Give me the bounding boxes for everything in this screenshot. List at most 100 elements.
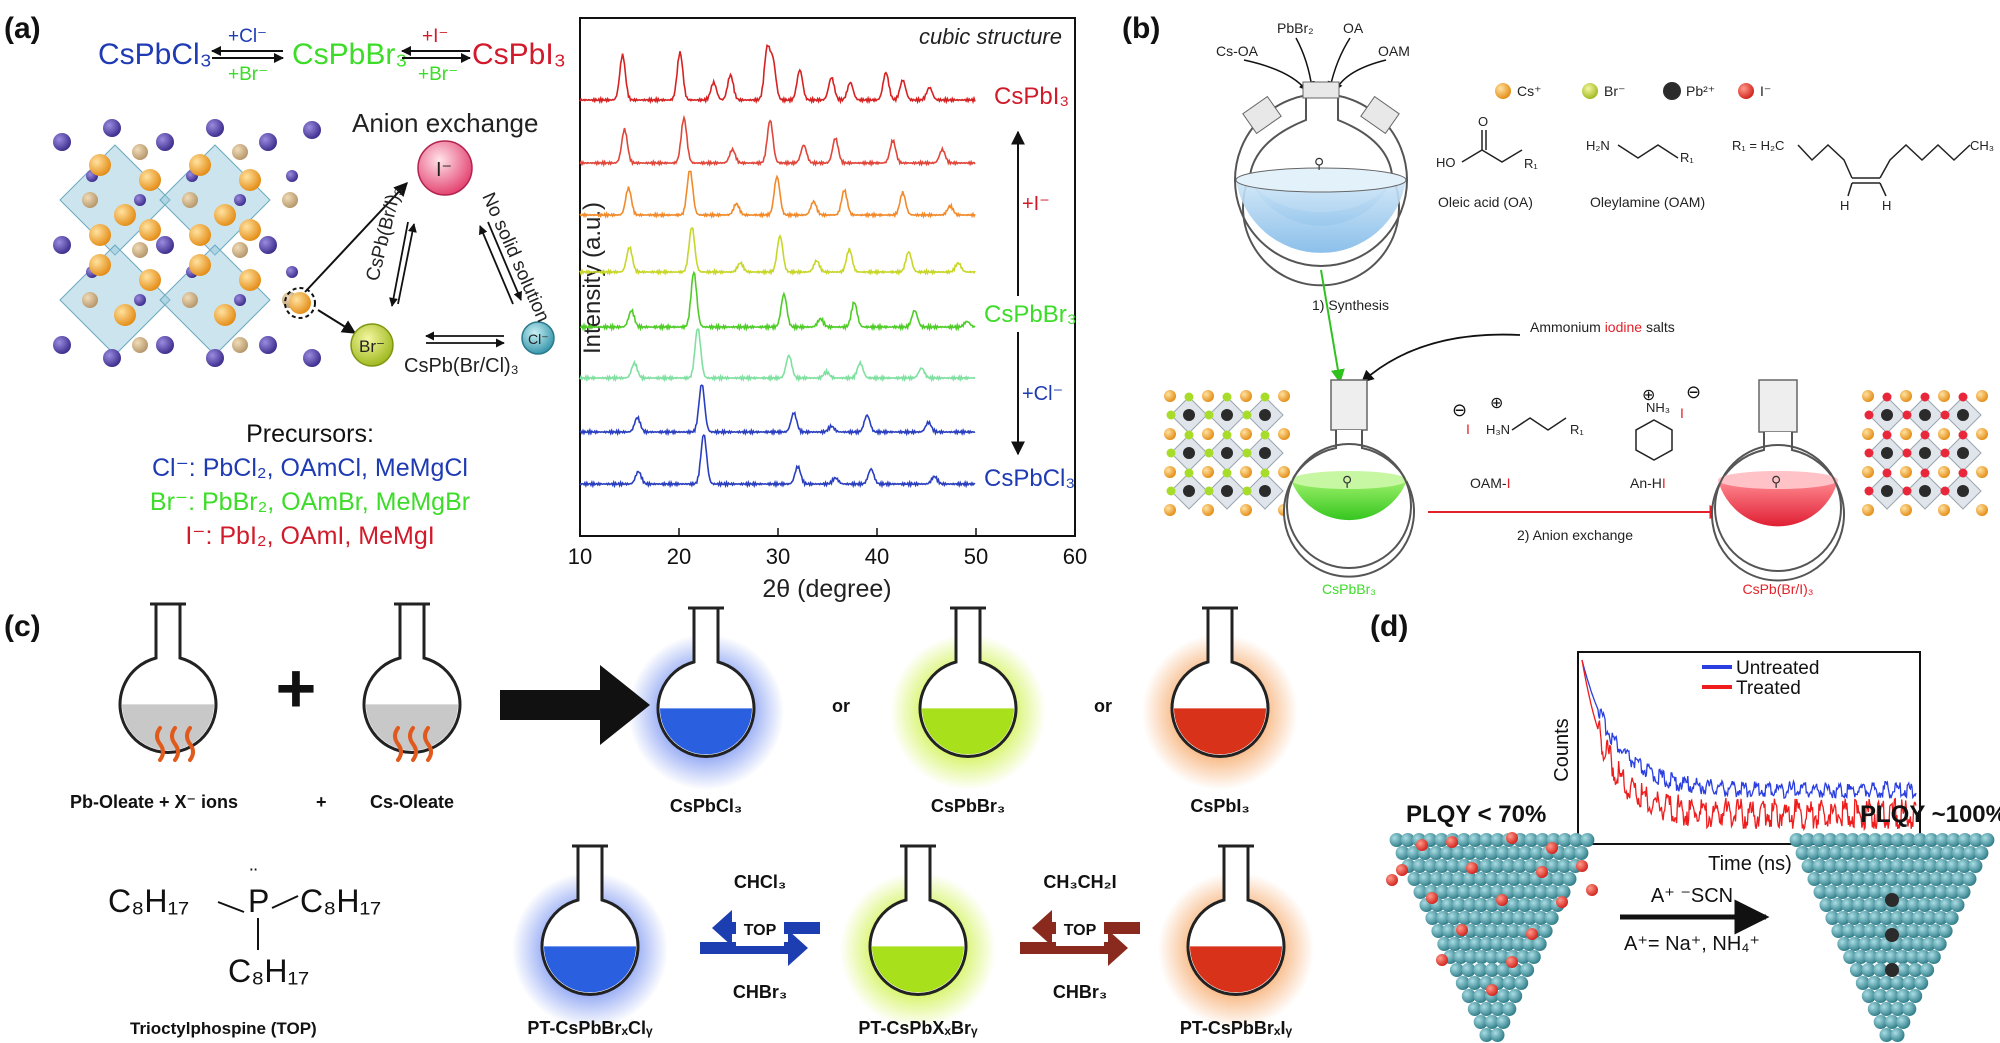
latticeLeft-pb-21	[1221, 485, 1233, 497]
tan-atom-8	[132, 242, 148, 258]
ncLeft-atom-15	[1557, 833, 1572, 847]
ammonium-label: Ammonium iodine salts	[1530, 319, 1675, 335]
chloride-ion-icon	[521, 321, 555, 355]
ncRight-atom-87	[1895, 898, 1910, 912]
oam-h2n: H₂N	[1586, 138, 1610, 153]
cs-atom-6	[189, 254, 211, 276]
ncLeft-atom-122	[1500, 937, 1515, 951]
treated-nanocrystal-icon	[1789, 833, 1995, 1042]
ncRight-atom-132	[1905, 950, 1920, 964]
ncRight-atom-160	[1879, 1028, 1894, 1042]
latticeRight-pb-00	[1881, 409, 1893, 421]
xrd-series-4	[579, 270, 976, 332]
ncLeft-red-17	[1586, 884, 1598, 896]
ncLeft-atom-120	[1479, 937, 1494, 951]
decay-xlabel: Time (ns)	[1708, 853, 1792, 875]
ncLeft-atom-19	[1406, 846, 1421, 860]
ncLeft-atom-46	[1523, 859, 1538, 873]
ncLeft-atom-0	[1389, 833, 1404, 847]
chcl3-label: CHCl₃	[734, 872, 786, 892]
ncLeft-red-6	[1536, 866, 1548, 878]
ncRight-atom-46	[1923, 859, 1938, 873]
ncLeft-atom-37	[1423, 859, 1438, 873]
ncLeft-atom-130	[1485, 950, 1499, 964]
ncRight-atom-31	[1940, 846, 1955, 860]
latticeRight-cs-11	[1900, 428, 1912, 440]
ncRight-atom-69	[1846, 885, 1861, 899]
tan-atom-2	[282, 192, 298, 208]
plus-sign-icon: +	[276, 649, 317, 727]
tan-atom-10	[132, 337, 148, 353]
ncRight-atom-2	[1812, 833, 1827, 847]
navy-atom-8	[259, 236, 277, 254]
latticeLeft-pb-20	[1183, 485, 1195, 497]
ncLeft-red-12	[1526, 928, 1538, 940]
ncLeft-atom-103	[1533, 911, 1548, 925]
ncLeft-atom-51	[1407, 872, 1422, 886]
arrow-to-iodide-icon	[304, 181, 408, 293]
ncRight-atom-101	[1912, 911, 1927, 925]
decay-series	[1581, 659, 1917, 832]
navy-atom-22	[234, 194, 246, 206]
latticeLeft-pb-02	[1259, 409, 1271, 421]
ncRight-atom-90	[1928, 898, 1943, 912]
cs-atom-3	[239, 169, 261, 191]
cs-atom-1	[139, 169, 161, 191]
navy-atom-3	[206, 119, 224, 137]
oam-i-r1: R₁	[1570, 422, 1584, 437]
ncRight-atom-45	[1912, 859, 1927, 873]
ncLeft-atom-157	[1473, 1015, 1488, 1029]
oleic-acid-structure-icon	[1461, 130, 1523, 163]
minus-circle-icon: ⊖	[1452, 400, 1467, 420]
ncLeft-red-14	[1506, 956, 1518, 968]
ncLeft-atom-134	[1526, 950, 1541, 964]
ncLeft-atom-128	[1464, 950, 1479, 964]
decay-series-0	[1581, 659, 1917, 800]
ncLeft-atom-6	[1456, 833, 1471, 847]
top-c8h17-left: C₈H₁₇	[108, 883, 189, 919]
ncRight-atom-48	[1946, 859, 1961, 873]
ncLeft-red-1	[1446, 836, 1458, 848]
latticeLeft-cs-32	[1240, 504, 1252, 516]
ncRight-atom-29	[1918, 846, 1933, 860]
ncRight-atom-54	[1840, 872, 1855, 886]
ncRight-atom-156	[1902, 1002, 1917, 1016]
ncLeft-atom-57	[1473, 872, 1488, 886]
plus-circle-icon: ⊕	[1490, 395, 1503, 412]
ncRight-atom-83	[1852, 898, 1867, 912]
latticeLeft-cs-22	[1240, 466, 1252, 478]
legend-cs-icon	[1495, 83, 1511, 99]
ncLeft-atom-33	[1563, 846, 1578, 860]
ncRight-atom-22	[1840, 846, 1855, 860]
ncLeft-atom-124	[1522, 937, 1537, 951]
plus-br-label: +Br⁻	[228, 64, 268, 85]
latticeLeft-x2-02	[1242, 410, 1252, 420]
ncRight-atom-145	[1890, 976, 1905, 990]
minus-circle-icon-2: ⊖	[1686, 382, 1701, 402]
ncRight-atom-134	[1926, 950, 1941, 964]
ncLeft-atom-133	[1516, 950, 1531, 964]
iodide-symbol: I	[1466, 421, 1470, 437]
ncRight-atom-60	[1907, 872, 1922, 886]
tan-atom-3	[82, 292, 98, 308]
latticeLeft-cs-23	[1278, 466, 1290, 478]
latticeLeft-x2-20	[1166, 486, 1176, 496]
pb-oleate-label: Pb-Oleate + X⁻ ions	[70, 792, 238, 812]
ncLeft-atom-56	[1462, 872, 1477, 886]
xrd-series-6	[579, 384, 976, 437]
ncRight-atom-139	[1896, 963, 1911, 977]
ncLeft-atom-1	[1400, 833, 1415, 847]
cspbbr3-lattice-icon	[1164, 390, 1290, 516]
ncRight-atom-81	[1830, 898, 1845, 912]
latticeLeft-cs-31	[1202, 504, 1214, 516]
ncLeft-red-3	[1546, 842, 1558, 854]
ncRight-core-1	[1885, 928, 1899, 942]
ncLeft-atom-109	[1474, 924, 1489, 938]
ncLeft-atom-129	[1474, 950, 1489, 964]
anion-exchange-label: 2) Anion exchange	[1517, 527, 1633, 543]
ncLeft-atom-131	[1495, 950, 1510, 964]
ncRight-atom-39	[1846, 859, 1861, 873]
ncLeft-atom-66	[1413, 885, 1428, 899]
ncRight-atom-131	[1895, 950, 1910, 964]
ncRight-atom-116	[1837, 937, 1852, 951]
